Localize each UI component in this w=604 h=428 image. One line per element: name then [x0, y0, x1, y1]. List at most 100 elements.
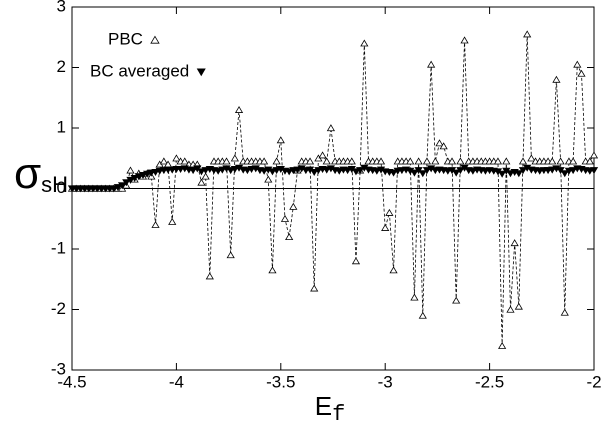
x-tick-label: -2 [586, 372, 601, 391]
data-point [126, 166, 135, 174]
data-point [493, 157, 503, 165]
data-point [259, 167, 269, 175]
data-point [272, 157, 281, 165]
x-tick-label: -2.5 [475, 372, 504, 391]
data-point [143, 170, 152, 178]
data-point [389, 266, 398, 274]
y-tick-label: -3 [51, 359, 66, 378]
y-tick-label: 0 [57, 178, 66, 197]
y-tick-label: 2 [57, 57, 66, 76]
data-point [510, 239, 519, 247]
x-label-sub: f [332, 402, 345, 427]
data-point [326, 124, 336, 132]
legend-label: PBC [108, 29, 143, 48]
legend-label: BC averaged [90, 61, 189, 80]
data-point [356, 167, 365, 175]
data-point [259, 157, 269, 165]
data-point [159, 157, 168, 165]
data-point [289, 202, 298, 210]
data-point [310, 284, 319, 292]
data-point [168, 217, 177, 225]
data-point [439, 142, 448, 150]
data-point [456, 157, 465, 165]
data-point [188, 167, 198, 175]
data-point [109, 185, 118, 193]
x-tick-label: -4 [169, 372, 184, 391]
data-point [418, 311, 427, 319]
data-point [385, 208, 394, 216]
data-point [422, 167, 432, 175]
data-point [414, 157, 423, 165]
data-point [226, 167, 235, 175]
data-point [134, 173, 143, 181]
data-point [343, 167, 352, 175]
data-point [122, 179, 131, 187]
data-point [230, 154, 239, 162]
data-point [268, 266, 277, 274]
data-point [427, 60, 436, 68]
data-point [418, 170, 427, 178]
data-point [218, 166, 227, 174]
data-point [197, 168, 206, 176]
data-point [151, 168, 160, 176]
data-point [310, 168, 319, 176]
data-point [226, 251, 235, 259]
data-point [506, 170, 515, 178]
data-point [577, 69, 586, 77]
data-point [468, 167, 478, 175]
data-point [234, 106, 244, 113]
data-point [180, 157, 189, 165]
data-point [560, 308, 569, 316]
data-point [569, 157, 578, 165]
data-point [556, 157, 565, 165]
y-axis-label: σsH [14, 149, 68, 198]
data-point [410, 169, 419, 177]
data-point [389, 169, 398, 177]
data-point [456, 167, 465, 175]
x-tick-label: -4.5 [57, 372, 86, 391]
x-tick-label: -3.5 [266, 372, 295, 391]
legend-marker [196, 68, 206, 77]
x-axis-label: Ef [315, 391, 346, 427]
data-point [381, 223, 390, 231]
data-point [372, 167, 381, 175]
data-point [410, 293, 419, 301]
data-point [422, 157, 432, 165]
y-tick-label: -2 [51, 299, 66, 318]
data-point [272, 167, 281, 175]
data-point [264, 175, 273, 183]
data-point [214, 167, 223, 175]
data-point [376, 157, 386, 165]
data-point [335, 167, 344, 175]
data-point [560, 170, 569, 178]
data-point [460, 36, 469, 44]
data-point [452, 169, 461, 177]
data-point [548, 166, 557, 174]
data-point [514, 170, 523, 178]
data-point [280, 214, 290, 222]
data-point [126, 176, 135, 184]
data-point [548, 157, 557, 165]
data-point [506, 305, 515, 313]
data-point [502, 157, 511, 165]
legend-marker [150, 35, 160, 44]
data-point [197, 178, 206, 186]
data-point [573, 60, 582, 68]
data-point [523, 30, 532, 38]
y-label-main: σ [14, 149, 41, 198]
data-point [268, 168, 277, 176]
data-point [293, 166, 302, 174]
data-point [552, 75, 561, 83]
data-point [351, 168, 361, 176]
data-point [130, 175, 139, 183]
data-point [276, 136, 285, 144]
data-point [360, 39, 369, 47]
data-point [285, 168, 294, 176]
data-point [230, 165, 239, 173]
data-point [172, 154, 181, 162]
data-point [117, 182, 127, 190]
data-point [589, 151, 599, 159]
data-point [498, 341, 507, 349]
data-point [305, 157, 315, 165]
